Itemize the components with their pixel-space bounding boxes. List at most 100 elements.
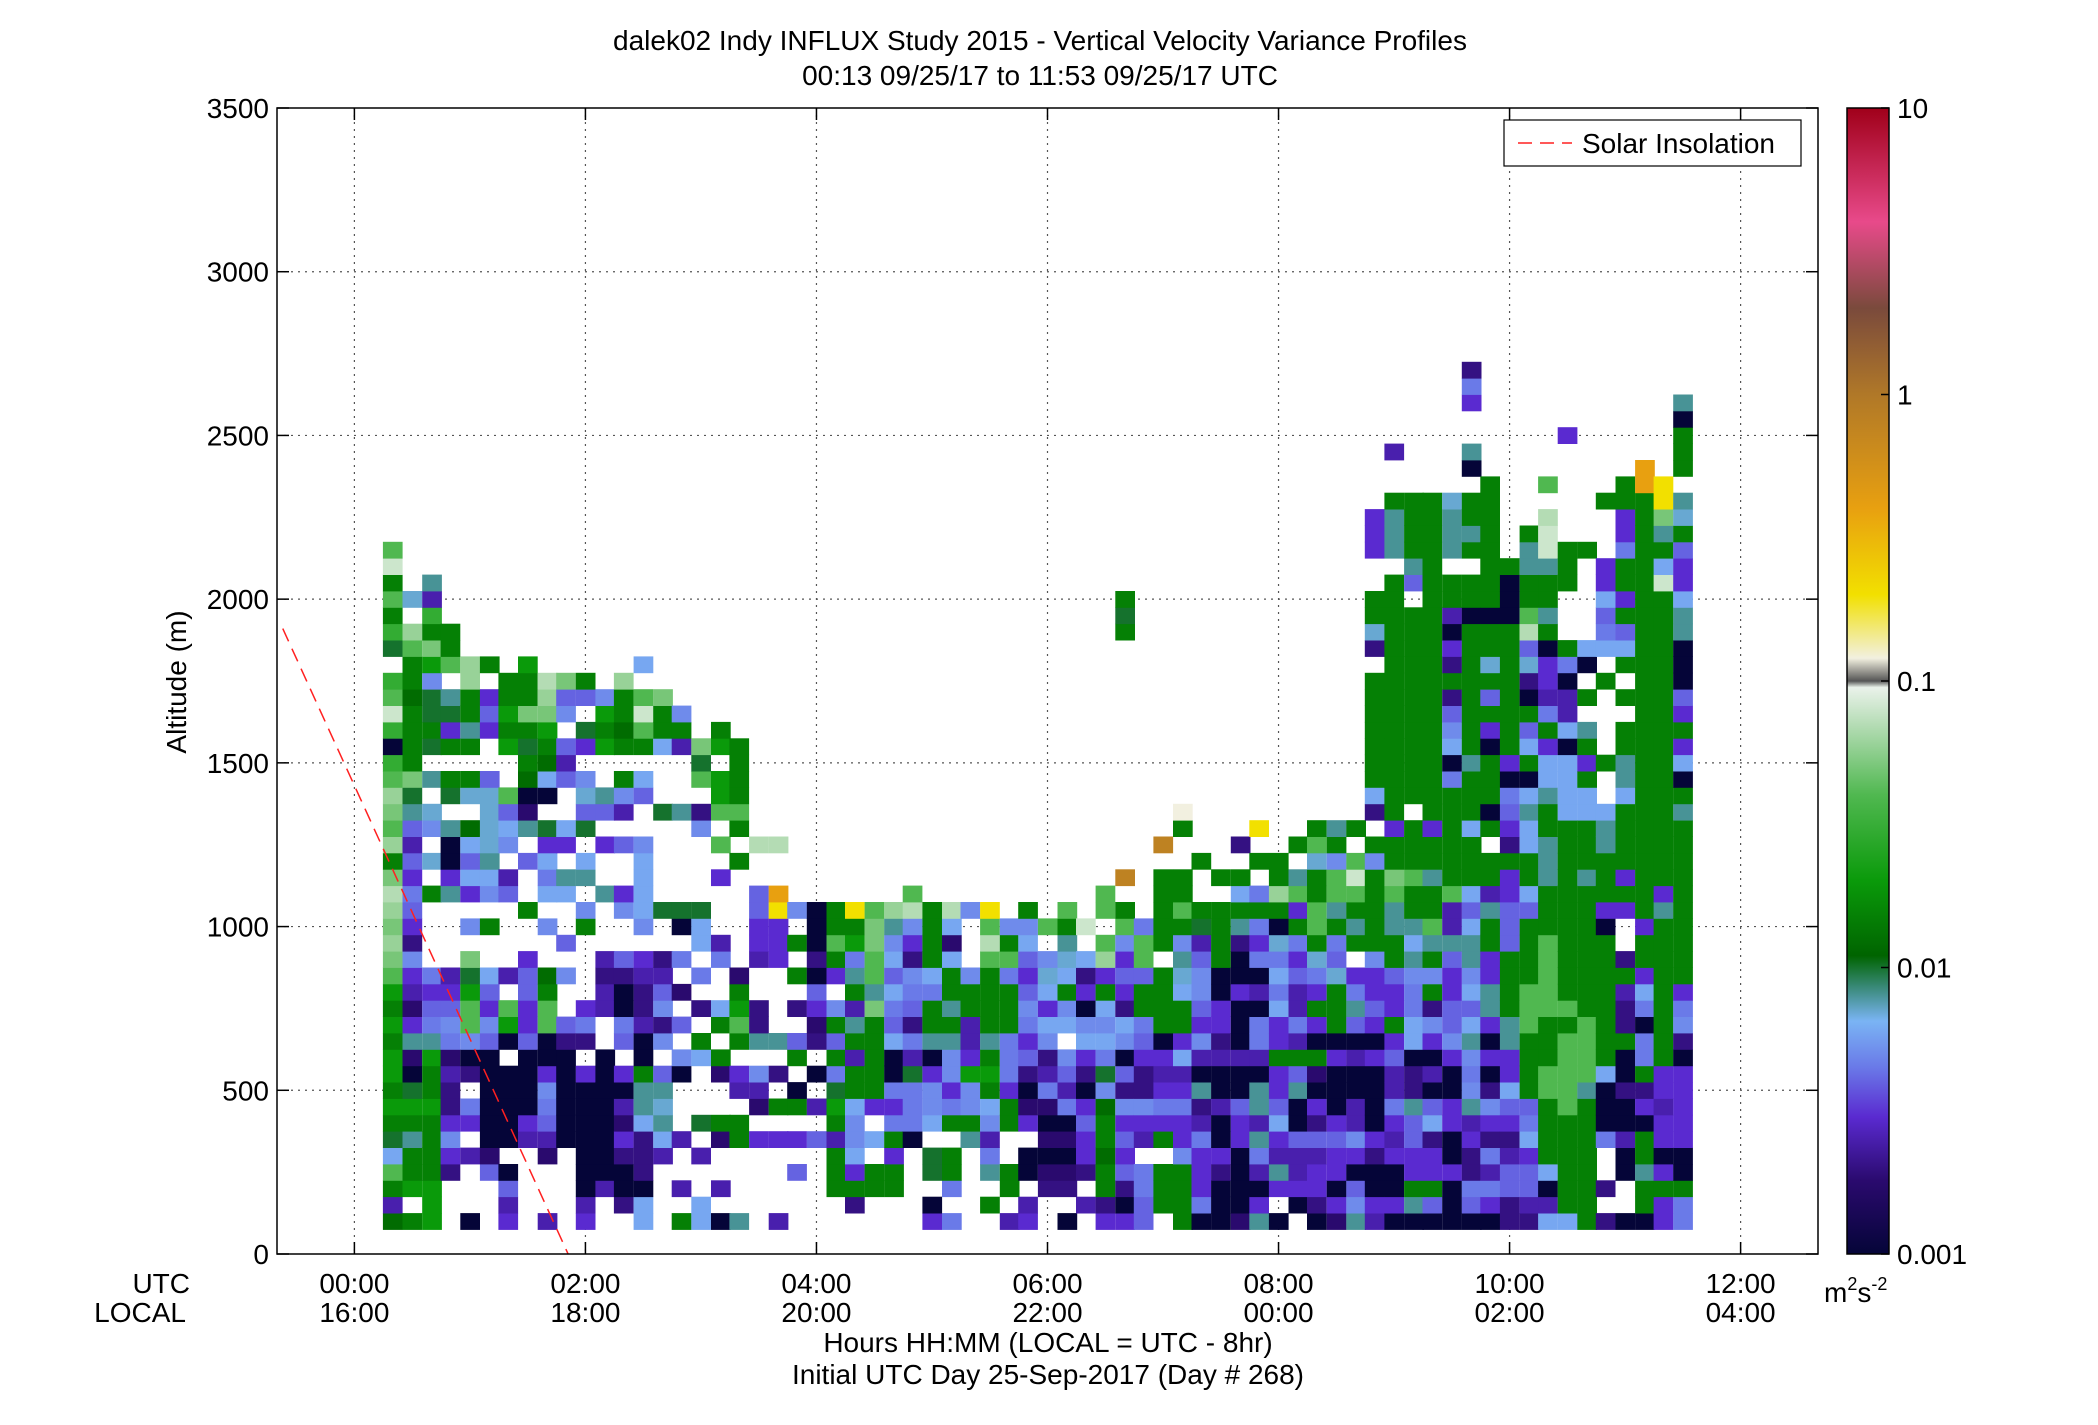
heatmap-cell bbox=[768, 902, 789, 919]
heatmap-cell bbox=[1268, 869, 1289, 887]
heatmap-cell bbox=[1268, 885, 1289, 903]
heatmap-cell bbox=[1442, 918, 1462, 936]
heatmap-cell bbox=[633, 689, 654, 706]
heatmap-cell bbox=[1442, 836, 1462, 854]
heatmap-cell bbox=[1615, 787, 1636, 805]
heatmap-cell bbox=[518, 1098, 538, 1116]
heatmap-cell bbox=[729, 1065, 750, 1083]
heatmap-cell bbox=[1346, 1196, 1366, 1214]
heatmap-cell bbox=[1557, 721, 1578, 739]
heatmap-cell bbox=[1115, 607, 1135, 625]
heatmap-cell bbox=[1288, 1147, 1309, 1165]
heatmap-cell bbox=[518, 1016, 538, 1034]
heatmap-cell bbox=[1346, 1131, 1366, 1148]
heatmap-cell bbox=[518, 705, 538, 723]
heatmap-cell bbox=[479, 1131, 500, 1148]
heatmap-cell bbox=[1384, 1033, 1405, 1050]
heatmap-cell bbox=[633, 1164, 654, 1181]
heatmap-cell bbox=[1384, 902, 1405, 919]
heatmap-cell bbox=[1422, 541, 1443, 559]
heatmap-cell bbox=[1191, 1114, 1212, 1132]
heatmap-cell bbox=[1133, 1213, 1154, 1230]
heatmap-cell bbox=[1519, 820, 1540, 837]
heatmap-cell bbox=[1615, 803, 1636, 821]
heatmap-cell bbox=[1635, 1033, 1655, 1050]
heatmap-cell bbox=[1230, 1016, 1251, 1034]
heatmap-cell bbox=[422, 1114, 442, 1132]
heatmap-cell bbox=[1326, 1213, 1347, 1230]
heatmap-cell bbox=[1499, 951, 1520, 968]
heatmap-cell bbox=[1268, 1131, 1289, 1148]
heatmap-cell bbox=[575, 1131, 596, 1148]
colorbar-tick-label: 1 bbox=[1897, 380, 1913, 411]
heatmap-cell bbox=[382, 591, 403, 608]
heatmap-cell bbox=[980, 1098, 1000, 1116]
heatmap-cell bbox=[1635, 869, 1655, 887]
heatmap-cell bbox=[942, 918, 962, 936]
heatmap-cell bbox=[1442, 656, 1462, 674]
heatmap-cell bbox=[922, 918, 943, 936]
heatmap-cell bbox=[1519, 934, 1540, 952]
heatmap-cell bbox=[942, 1180, 962, 1198]
heatmap-cell bbox=[1595, 1213, 1616, 1230]
heatmap-cell bbox=[1037, 951, 1058, 968]
heatmap-cell bbox=[1404, 541, 1424, 559]
heatmap-cell bbox=[479, 869, 500, 887]
heatmap-cell bbox=[1133, 1131, 1154, 1148]
heatmap-cell bbox=[1480, 558, 1500, 575]
heatmap-cell bbox=[518, 1065, 538, 1083]
heatmap-cell bbox=[422, 591, 442, 608]
heatmap-cell bbox=[460, 738, 480, 756]
heatmap-cell bbox=[518, 820, 538, 837]
y-tick-label: 1000 bbox=[207, 912, 269, 943]
heatmap-cell bbox=[1577, 541, 1597, 559]
heatmap-cell bbox=[537, 754, 558, 772]
heatmap-cell bbox=[1307, 967, 1327, 985]
heatmap-cell bbox=[1673, 1213, 1693, 1230]
heatmap-cell bbox=[422, 656, 442, 674]
heatmap-cell bbox=[1404, 1131, 1424, 1148]
heatmap-cell bbox=[1115, 918, 1135, 936]
heatmap-cell bbox=[402, 1016, 423, 1034]
heatmap-cell bbox=[1557, 689, 1578, 706]
heatmap-cell bbox=[1230, 1114, 1251, 1132]
heatmap-cell bbox=[460, 1114, 480, 1132]
heatmap-cell bbox=[1095, 1131, 1116, 1148]
heatmap-cell bbox=[1557, 640, 1578, 657]
legend-label-solar-insolation: Solar Insolation bbox=[1582, 128, 1775, 159]
heatmap-cell bbox=[845, 1098, 865, 1116]
heatmap-cell bbox=[1230, 918, 1251, 936]
heatmap-cell bbox=[884, 1082, 904, 1099]
heatmap-cell bbox=[633, 836, 654, 854]
x-tick-label-local: 00:00 bbox=[1243, 1297, 1313, 1328]
heatmap-cell bbox=[1615, 1065, 1636, 1083]
heatmap-cell bbox=[1422, 721, 1443, 739]
heatmap-cell bbox=[980, 1082, 1000, 1099]
heatmap-cell bbox=[1557, 1147, 1578, 1165]
heatmap-cell bbox=[864, 1082, 885, 1099]
heatmap-cell bbox=[922, 1065, 943, 1083]
heatmap-cell bbox=[479, 820, 500, 837]
heatmap-cell bbox=[1249, 918, 1269, 936]
heatmap-cell bbox=[691, 902, 711, 919]
heatmap-cell bbox=[382, 918, 403, 936]
heatmap-cell bbox=[440, 721, 461, 739]
heatmap-cell bbox=[1076, 918, 1096, 936]
heatmap-cell bbox=[806, 934, 827, 952]
heatmap-cell bbox=[1635, 721, 1655, 739]
heatmap-cell bbox=[1519, 852, 1540, 870]
heatmap-cell bbox=[422, 1000, 442, 1017]
heatmap-cell bbox=[1480, 1213, 1500, 1230]
heatmap-cell bbox=[1076, 951, 1096, 968]
heatmap-cell bbox=[460, 1000, 480, 1017]
heatmap-cell bbox=[691, 771, 711, 788]
heatmap-cell bbox=[402, 983, 423, 1001]
heatmap-cell bbox=[1461, 460, 1482, 477]
heatmap-cell bbox=[1653, 787, 1674, 805]
heatmap-cell bbox=[1422, 1033, 1443, 1050]
heatmap-cell bbox=[1635, 754, 1655, 772]
heatmap-cell bbox=[1288, 1065, 1309, 1083]
heatmap-cell bbox=[1133, 934, 1154, 952]
heatmap-cell bbox=[556, 1065, 576, 1083]
